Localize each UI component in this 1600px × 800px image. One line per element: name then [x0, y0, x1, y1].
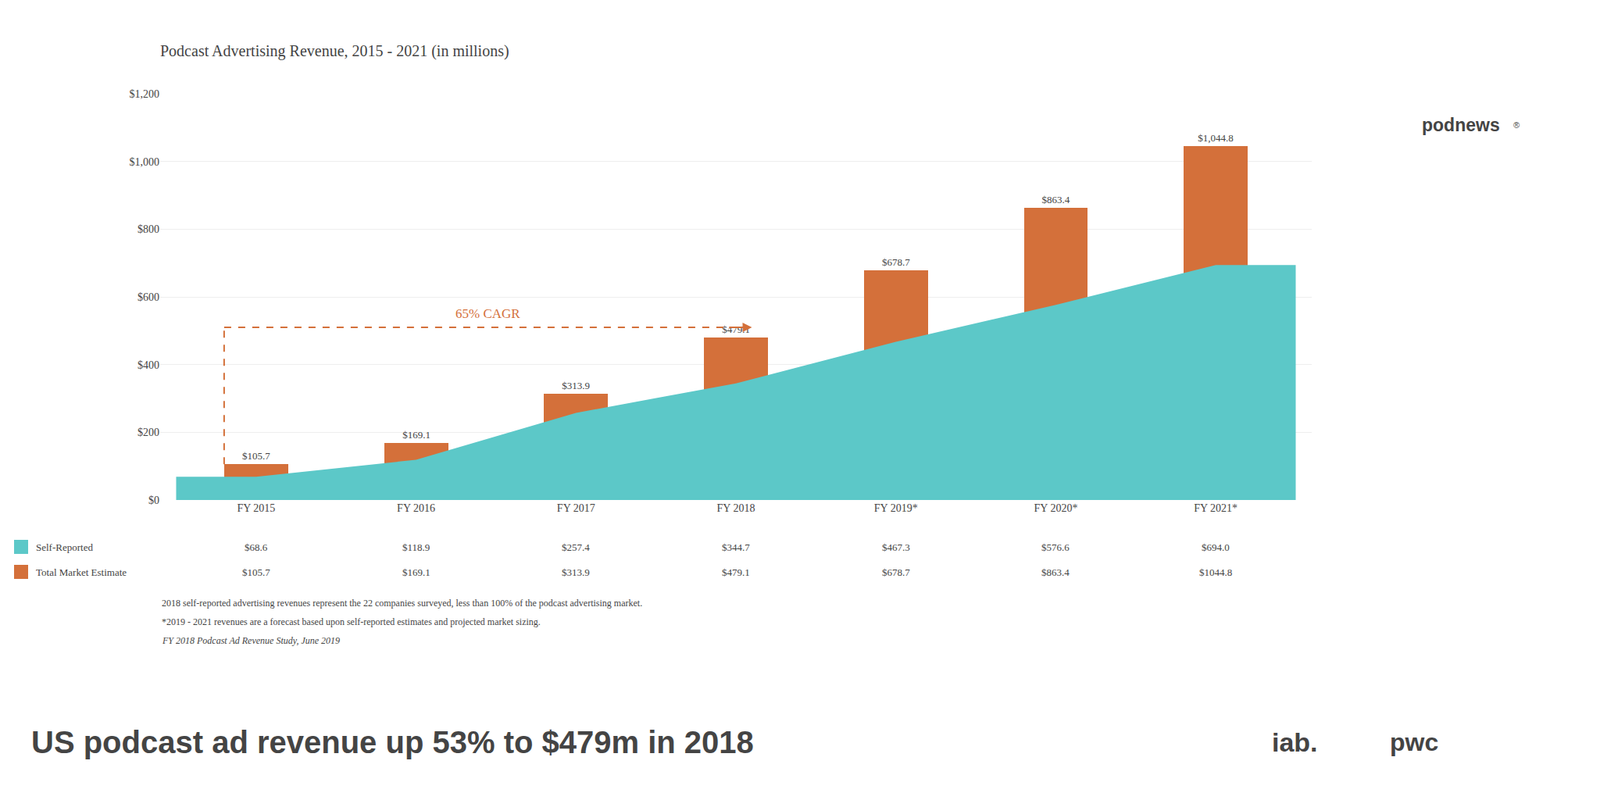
svg-text:$400: $400 — [137, 359, 160, 372]
svg-text:FY 2020*: FY 2020* — [1033, 502, 1078, 515]
svg-text:$105.7: $105.7 — [242, 566, 271, 579]
svg-text:$313.9: $313.9 — [561, 566, 590, 579]
svg-text:$118.9: $118.9 — [402, 541, 430, 554]
svg-text:$313.9: $313.9 — [561, 379, 590, 392]
svg-text:*2019 - 2021 revenues are a fo: *2019 - 2021 revenues are a forecast bas… — [161, 616, 541, 628]
svg-text:pwc: pwc — [1389, 728, 1439, 757]
svg-text:FY 2018 Podcast Ad Revenue Stu: FY 2018 Podcast Ad Revenue Study, June 2… — [161, 635, 340, 647]
svg-text:$694.0: $694.0 — [1201, 541, 1230, 554]
svg-text:$1,044.8: $1,044.8 — [1197, 132, 1234, 144]
svg-text:FY 2018: FY 2018 — [717, 502, 756, 515]
svg-text:65% CAGR: 65% CAGR — [455, 306, 521, 322]
svg-text:FY 2019*: FY 2019* — [874, 502, 918, 515]
svg-text:$678.7: $678.7 — [882, 566, 911, 579]
svg-text:$479.1: $479.1 — [721, 323, 750, 336]
svg-text:$169.1: $169.1 — [402, 428, 431, 441]
svg-text:podnews: podnews — [1421, 114, 1500, 136]
svg-text:$600: $600 — [137, 291, 160, 304]
svg-text:$678.7: $678.7 — [882, 256, 911, 268]
svg-text:$863.4: $863.4 — [1041, 193, 1070, 206]
svg-text:FY 2017: FY 2017 — [557, 502, 596, 515]
svg-text:$169.1: $169.1 — [402, 566, 431, 579]
svg-text:Podcast Advertising Revenue, 2: Podcast Advertising Revenue, 2015 - 2021… — [160, 42, 510, 61]
svg-text:2018 self-reported advertising: 2018 self-reported advertising revenues … — [161, 597, 643, 609]
svg-text:$344.7: $344.7 — [721, 541, 750, 554]
svg-text:$800: $800 — [137, 223, 160, 236]
svg-text:$1,000: $1,000 — [129, 156, 161, 168]
svg-text:$467.3: $467.3 — [882, 541, 911, 554]
svg-text:$1,200: $1,200 — [129, 88, 161, 100]
svg-text:$576.6: $576.6 — [1041, 541, 1070, 554]
svg-text:FY 2016: FY 2016 — [396, 502, 436, 515]
svg-text:Total Market Estimate: Total Market Estimate — [35, 566, 127, 579]
svg-text:FY 2021*: FY 2021* — [1193, 502, 1238, 515]
svg-text:$1044.8: $1044.8 — [1199, 566, 1233, 579]
svg-text:iab.: iab. — [1271, 727, 1318, 758]
svg-text:$0: $0 — [148, 494, 160, 507]
svg-text:US podcast ad revenue up 53% t: US podcast ad revenue up 53% to $479m in… — [31, 725, 754, 760]
svg-text:$863.4: $863.4 — [1041, 566, 1070, 579]
svg-text:$200: $200 — [137, 426, 160, 439]
svg-text:FY 2015: FY 2015 — [236, 502, 275, 515]
svg-text:$105.7: $105.7 — [242, 450, 271, 462]
svg-text:®: ® — [1513, 120, 1520, 130]
svg-text:Self-Reported: Self-Reported — [35, 541, 93, 554]
svg-text:$479.1: $479.1 — [721, 566, 750, 579]
svg-text:$257.4: $257.4 — [561, 541, 590, 554]
svg-text:$68.6: $68.6 — [244, 541, 268, 554]
